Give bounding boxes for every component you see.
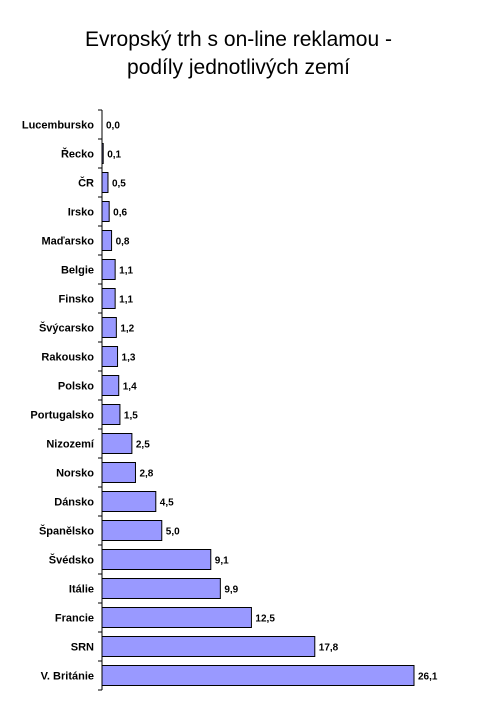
category-label: Belgie (61, 265, 94, 277)
bar (101, 491, 157, 512)
category-label: Finsko (59, 294, 95, 306)
category-label: Španělsko (39, 525, 94, 538)
value-label: 12,5 (255, 614, 275, 625)
bar (101, 433, 133, 454)
category-label: Francie (55, 613, 94, 625)
bar (101, 636, 316, 657)
value-label: 5,0 (166, 527, 180, 538)
value-label: 1,1 (119, 266, 133, 277)
category-label: Nizozemí (46, 439, 95, 451)
category-label: Maďarsko (41, 236, 94, 248)
value-label: 26,1 (418, 672, 438, 683)
value-label: 17,8 (319, 643, 339, 654)
category-label: Polsko (58, 381, 94, 393)
category-label: Rakousko (41, 352, 94, 364)
value-label: 1,3 (122, 353, 136, 364)
category-label: Dánsko (54, 497, 94, 509)
bar (101, 607, 252, 628)
category-label: Norsko (56, 468, 94, 480)
category-label: ČR (78, 177, 94, 190)
chart-title: Evropský trh s on-line reklamou - podíly… (0, 26, 477, 82)
category-label: Řecko (61, 148, 94, 161)
value-label: 1,4 (123, 382, 137, 393)
bar (101, 404, 121, 425)
value-label: 0,6 (113, 208, 127, 219)
plot-area: Lucembursko 0,0 Řecko 0,1 ČR 0,5 Irsko 0,6 Maďar… (22, 109, 438, 691)
value-label: 4,5 (160, 498, 174, 509)
value-label: 0,5 (112, 179, 126, 190)
bar (101, 462, 136, 483)
value-label: 0,0 (106, 121, 120, 132)
bar (101, 375, 120, 396)
value-label: 1,1 (119, 295, 133, 306)
bar (101, 201, 110, 222)
category-label: Itálie (69, 584, 94, 596)
bar (101, 549, 212, 570)
bar (101, 172, 109, 193)
value-label: 1,2 (120, 324, 134, 335)
bar (101, 288, 116, 309)
value-label: 9,1 (215, 556, 229, 567)
category-label: Švédsko (49, 554, 95, 567)
value-label: 0,1 (107, 150, 121, 161)
category-label: SRN (71, 642, 94, 654)
value-label: 2,8 (139, 469, 153, 480)
bar (101, 317, 117, 338)
bar (101, 520, 163, 541)
value-label: 0,8 (116, 237, 130, 248)
bar (101, 230, 113, 251)
bar (101, 665, 415, 686)
category-label: Irsko (68, 207, 95, 219)
category-label: Lucembursko (22, 120, 94, 132)
chart-title-line-1: Evropský trh s on-line reklamou - (85, 28, 392, 51)
chart-title-line-2: podíly jednotlivých zemí (127, 56, 350, 79)
bar (101, 259, 116, 280)
category-label: Švýcarsko (39, 322, 94, 335)
value-label: 1,5 (124, 411, 138, 422)
category-label: Portugalsko (30, 410, 94, 422)
category-label: V. Británie (41, 671, 94, 683)
value-label: 2,5 (136, 440, 150, 451)
value-label: 9,9 (224, 585, 238, 596)
bar (101, 346, 119, 367)
bar (101, 578, 221, 599)
